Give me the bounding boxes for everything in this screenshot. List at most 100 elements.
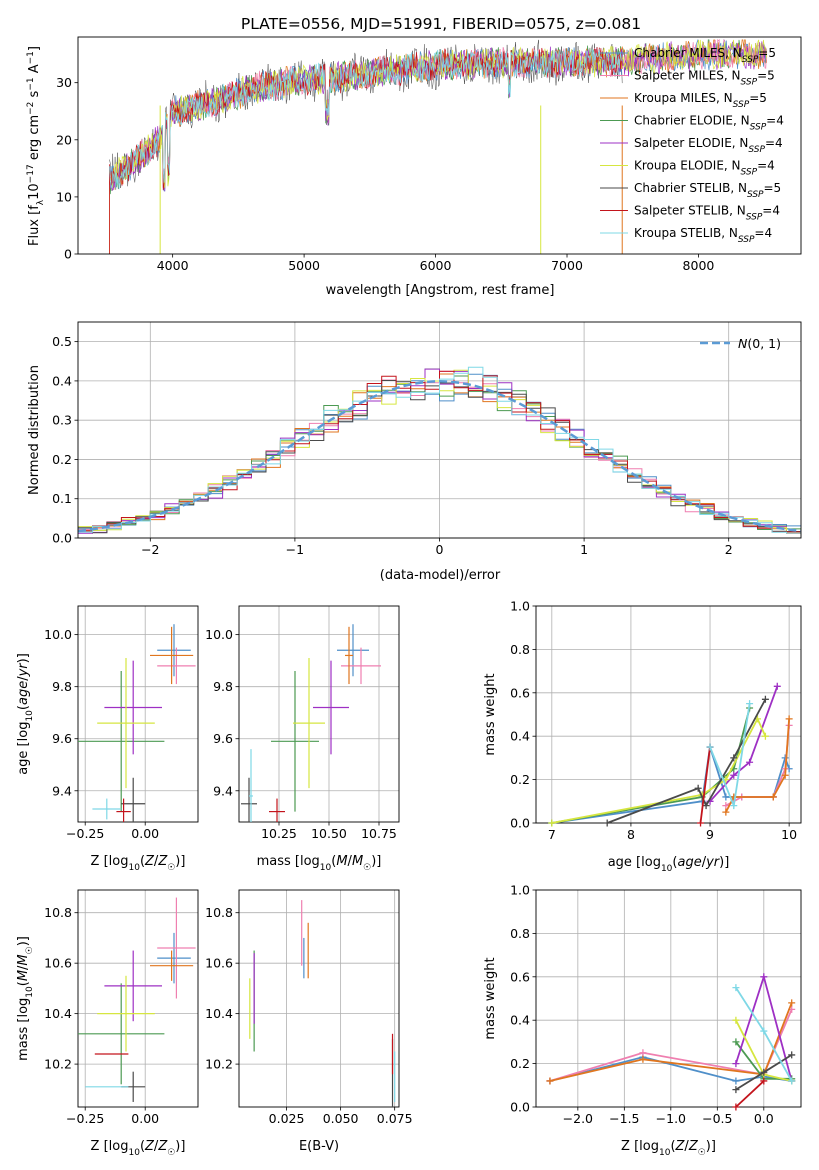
y-tick-label: 0.8 [510,926,530,941]
error-bars [249,900,396,1107]
x-tick-label: 0.025 [269,1111,305,1126]
y-tick-label: 0.0 [52,531,72,546]
weight-point-marker [603,819,611,827]
axes-frame [238,605,400,823]
error-bars [78,897,196,1102]
spectrum-panel: 4000 5000 6000 7000 8000 0 10 20 30 wavelength [A… [26,36,802,298]
mass-vs-extinction-panel: 0.025 0.050 0.075 10.2 10.4 10.6 10.8 E(B-V) [205,889,413,1154]
x-tick-label: −1 [286,542,304,557]
weight-line-chabrier-elodie [551,707,751,824]
weight-point-marker [761,695,769,703]
weight-point-marker [732,1103,740,1111]
weight-line-salpeter-stelib [699,746,711,824]
y-tick-label: 10.6 [205,956,233,971]
weight-point-marker [730,793,738,801]
histogram-step-kroupa-stelib [78,366,801,534]
age-vs-metallicity-panel: −0.25 0.00 9.4 9.6 9.8 10.0 Z [log10(Z/Z☉)] age… [16,605,199,873]
x-tick-label: 2 [725,542,733,557]
y-axis-label: mass weight [483,957,498,1039]
x-tick-label: 8 [627,827,635,842]
x-tick-label: 10.50 [311,826,347,841]
y-tick-label: 0.2 [52,452,72,467]
x-tick-label: 10.75 [361,826,397,841]
weight-point-marker [730,802,738,810]
x-tick-label: 0.050 [323,1111,359,1126]
weight-point-marker [548,819,556,827]
weight-point-marker [781,771,789,779]
legend-label: Chabrier STELIB, NSSP=5 [634,181,781,200]
spectrum-line-kroupa-stelib [109,48,623,190]
y-tick-label: 30 [56,75,72,90]
y-axis-label: Flux [fλ10−17 erg cm−2 s−1 A−1] [26,46,46,246]
x-axis-label: Z [log10(Z/Z☉)] [91,854,186,873]
x-tick-label: 10 [781,827,797,842]
y-tick-label: 1.0 [510,883,530,898]
y-tick-label: 10 [56,189,72,204]
weight-point-marker [788,1051,796,1059]
figure-title: PLATE=0556, MJD=51991, FIBERID=0575, z=0… [241,15,641,33]
x-tick-label: 0.00 [131,826,159,841]
x-tick-label: 9 [706,827,714,842]
legend: Chabrier MILES, NSSP=5 Salpeter MILES, NS… [600,46,784,245]
weight-line-salpeter-elodie [709,685,779,802]
y-tick-label: 10.2 [44,1057,72,1072]
x-tick-label: 10.25 [261,826,297,841]
x-axis-label: Z [log10(Z/Z☉)] [621,1139,716,1158]
legend-label: N(0, 1) [738,336,781,351]
x-tick-label: −1.0 [656,1111,686,1126]
gaussian-curve [77,380,802,533]
x-axis-label: wavelength [Angstrom, rest frame] [326,283,555,298]
weight-line-salpeter-miles [549,1009,793,1082]
y-tick-label: 0.4 [52,373,72,388]
y-tick-label: 20 [56,132,72,147]
weight-point-marker [546,1077,554,1085]
y-axis-label: age [log10(age/yr)] [16,653,35,775]
legend-label: Kroupa ELODIE, NSSP=4 [634,159,775,178]
y-tick-label: 0.4 [510,1013,530,1028]
x-tick-label: 0 [436,542,444,557]
axes-frame [77,889,199,1108]
axes-frame [77,605,199,823]
y-tick-label: 0 [64,247,72,262]
x-tick-label: −2.0 [563,1111,593,1126]
y-tick-label: 0.3 [52,413,72,428]
x-tick-label: −1.5 [609,1111,639,1126]
y-tick-label: 10.0 [44,627,72,642]
weight-point-marker [732,1060,740,1068]
y-tick-label: 0.6 [510,969,530,984]
weight-point-marker [769,793,777,801]
x-axis-label: age [log10(age/yr)] [608,855,730,874]
weight-point-marker [788,999,796,1007]
weight-point-marker [706,743,714,751]
legend-label: Kroupa STELIB, NSSP=4 [634,226,772,245]
weight-point-marker [760,973,768,981]
weight-point-marker [730,754,738,762]
age-vs-mass-panel: 10.25 10.50 10.75 9.4 9.6 9.8 10.0 mass [log10(… [205,605,400,873]
y-axis-label: Normed distribution [27,365,42,495]
y-tick-label: 10.4 [44,1006,72,1021]
weight-line-chabrier-miles [551,746,790,824]
legend-label: Chabrier ELODIE, NSSP=4 [634,114,784,133]
legend-label: Salpeter ELODIE, NSSP=4 [634,136,783,155]
x-tick-label: 0.0 [754,1111,774,1126]
y-tick-label: 9.4 [52,783,72,798]
weight-line-salpeter-stelib [735,1080,765,1108]
x-tick-label: −0.25 [66,826,104,841]
weight-point-marker [639,1049,647,1057]
y-tick-label: 9.4 [213,783,233,798]
mass-weight-vs-age-panel: 7 8 9 10 0.0 0.2 0.4 0.6 0.8 1.0 age [log10(age/yr… [483,599,802,874]
y-tick-label: 1.0 [510,599,530,614]
y-tick-label: 0.0 [510,1100,530,1115]
residuals-histogram-panel: N(0, 1) −2 −1 0 1 2 0.0 0.1 0.2 0.3 0.4 0.5 (data-mo… [27,321,802,583]
weight-point-marker [722,802,730,810]
x-tick-label: 5000 [288,258,320,273]
x-tick-label: −0.25 [66,1111,104,1126]
x-tick-label: 0.075 [377,1111,413,1126]
x-tick-label: 4000 [157,258,189,273]
spectrum-line-kroupa-elodie [109,39,767,188]
y-tick-label: 9.6 [52,731,72,746]
y-tick-label: 10.4 [205,1006,233,1021]
legend-label: Salpeter MILES, NSSP=5 [634,69,775,88]
weight-point-marker [761,732,769,740]
